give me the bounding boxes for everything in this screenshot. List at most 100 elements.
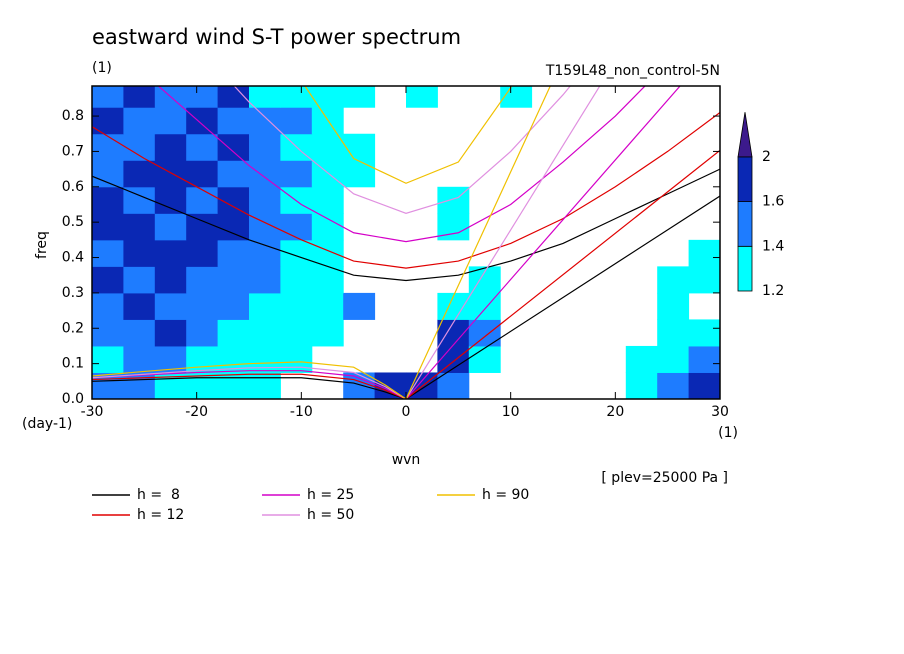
field-cell — [249, 292, 281, 320]
field-cell — [92, 292, 124, 320]
field-cell — [249, 239, 281, 267]
field-cell — [437, 372, 470, 399]
field-cell — [92, 133, 124, 161]
field-cell — [92, 213, 124, 241]
field-cell — [154, 133, 187, 161]
field-cell — [123, 292, 156, 320]
chart-title: eastward wind S-T power spectrum — [92, 25, 461, 49]
dispersion-curve — [92, 373, 407, 399]
dispersion-curve — [92, 112, 720, 269]
field-cell — [123, 319, 156, 347]
field-cell — [154, 213, 187, 241]
subtitle: (1) — [92, 60, 112, 76]
field-cell — [625, 345, 658, 373]
dispersion-curve — [405, 86, 681, 399]
dispersion-curve — [405, 86, 601, 399]
field-cell — [249, 186, 281, 214]
x-tick-label: 30 — [711, 404, 729, 420]
field-cell — [123, 107, 156, 135]
y-axis-label: freq — [34, 231, 50, 259]
colorbar-segment — [737, 245, 753, 292]
field-cell — [186, 372, 219, 399]
field-cell — [280, 107, 313, 135]
field-cell — [186, 319, 219, 347]
colorbar-segment — [737, 201, 753, 247]
y-tick-label: 0.8 — [62, 108, 84, 124]
field-cell — [343, 86, 376, 108]
field-cell — [249, 266, 281, 294]
field-cell — [154, 319, 187, 347]
field-cell — [688, 266, 720, 294]
field-cell — [625, 372, 658, 399]
field-cell — [311, 266, 344, 294]
y-tick-label: 0.5 — [62, 214, 84, 230]
x-axis-label: wvn — [392, 452, 421, 468]
legend-label: h = 12 — [137, 507, 184, 523]
dispersion-curve — [405, 149, 720, 399]
legend-label: h = 25 — [307, 487, 354, 503]
field-cell — [249, 319, 281, 347]
field-cell — [186, 292, 219, 320]
field-cell — [657, 345, 690, 373]
x-tick-label: -30 — [81, 404, 104, 420]
field-cell — [154, 292, 187, 320]
y-tick-label: 0.3 — [62, 285, 84, 301]
field-cell — [123, 266, 156, 294]
field-cell — [186, 86, 219, 108]
run-label: T159L48_non_control-5N — [545, 63, 720, 79]
y-tick-label: 0.6 — [62, 179, 84, 195]
field-cell — [249, 372, 281, 399]
field-cell — [311, 86, 344, 108]
legend-label: h = 8 — [137, 487, 180, 503]
field-cell — [123, 160, 156, 188]
colorbar-segment — [737, 156, 753, 202]
y-tick-label: 0.2 — [62, 320, 84, 336]
field-cell — [343, 292, 376, 320]
y-tick-label: 0.4 — [62, 250, 84, 266]
y-unit: (day-1) — [22, 416, 72, 432]
colorbar-label: 1.4 — [762, 238, 784, 254]
dispersion-curve — [233, 86, 572, 214]
field-cell — [154, 160, 187, 188]
field-cell — [280, 319, 313, 347]
field-cell — [217, 292, 250, 320]
field-cell — [186, 186, 219, 214]
field-cell — [154, 107, 187, 135]
field-cell — [280, 239, 313, 267]
field-cell — [123, 239, 156, 267]
field-cell — [688, 239, 720, 267]
legend-label: h = 50 — [307, 507, 354, 523]
field-cell — [217, 372, 250, 399]
x-tick-label: 10 — [502, 404, 520, 420]
field-cell — [186, 133, 219, 161]
field-cell — [280, 292, 313, 320]
field-cell — [217, 133, 250, 161]
field-cell — [186, 345, 219, 373]
dispersion-curve — [405, 195, 720, 399]
field-cell — [92, 239, 124, 267]
field-cell — [123, 133, 156, 161]
legend-label: h = 90 — [482, 487, 529, 503]
field-cell — [500, 86, 533, 108]
field-cell — [217, 239, 250, 267]
field-cell — [92, 319, 124, 347]
field-cell — [343, 160, 376, 188]
field-cell — [217, 107, 250, 135]
y-tick-label: 0.1 — [62, 356, 84, 372]
field-cell — [249, 133, 281, 161]
field-cell — [92, 345, 124, 373]
field-cell — [657, 319, 690, 347]
field-cell — [123, 213, 156, 241]
field-cell — [92, 186, 124, 214]
axes: -30 -20 -10 0 10 20 30 0.0 0.1 0.2 0.3 0.4 0.5 0.6 0.7… — [62, 85, 784, 523]
field-cell — [217, 86, 250, 108]
y-tick-label: 0.0 — [62, 391, 84, 407]
field-cell — [468, 319, 501, 347]
field-cell — [437, 186, 470, 214]
dispersion-curve — [92, 370, 407, 399]
dispersion-curve — [92, 366, 407, 399]
dispersion-curve — [92, 361, 407, 399]
field-cell — [249, 86, 281, 108]
field-cell — [249, 107, 281, 135]
